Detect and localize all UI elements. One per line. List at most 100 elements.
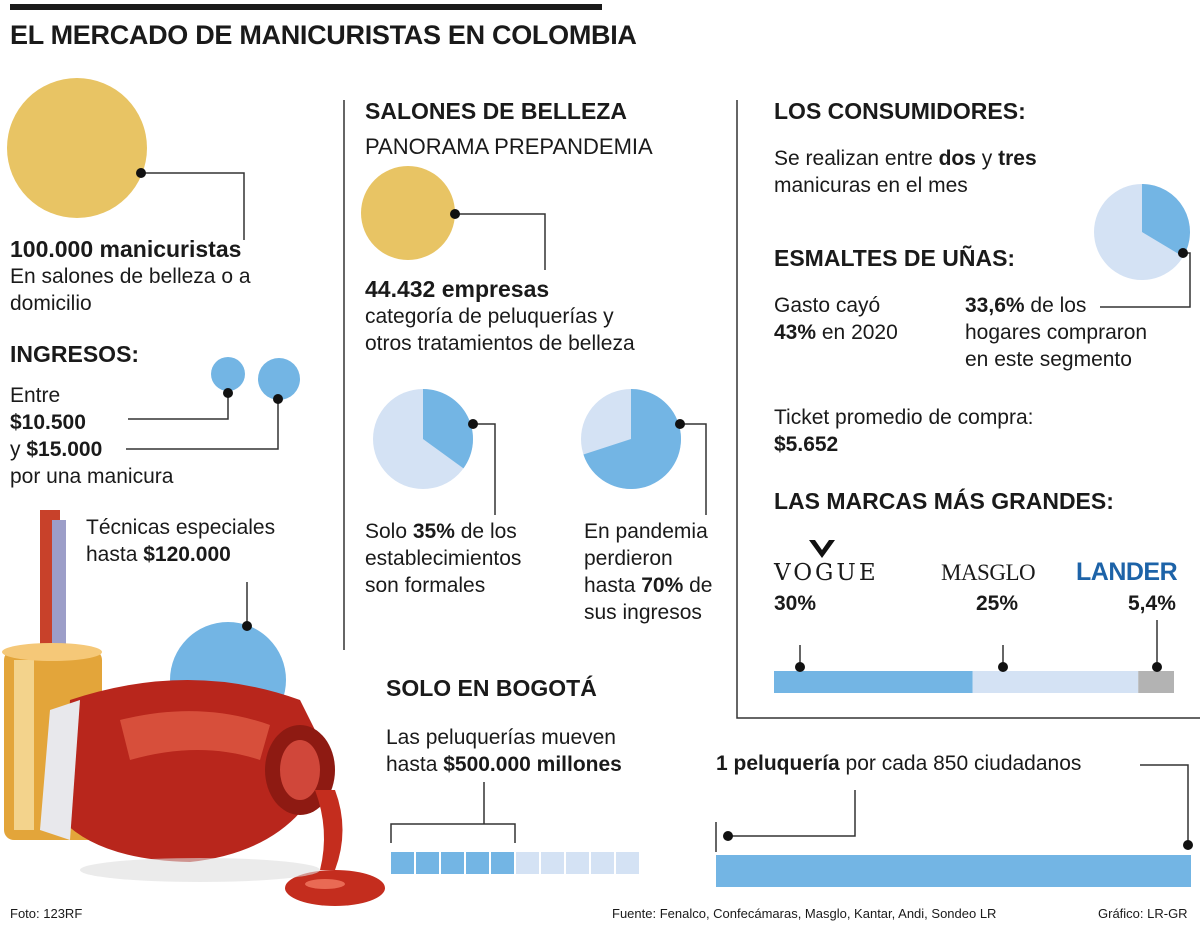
consumidores-mid: y xyxy=(981,147,993,170)
brand-dot-2 xyxy=(1152,662,1162,672)
empresas-dot xyxy=(450,209,460,219)
bogota-line2: hasta $500.000 millones xyxy=(386,751,622,778)
formales-connector xyxy=(473,423,496,515)
footer-photo: Foto: 123RF xyxy=(10,906,83,921)
tecnicas-prefix: hasta xyxy=(86,543,138,566)
empresas-circle xyxy=(361,166,455,260)
ingresos-block: Entre $10.500 y $15.000 por una manicura xyxy=(10,382,173,490)
ingresos-value1: $10.500 xyxy=(10,411,86,434)
consumidores-dot xyxy=(1178,248,1188,258)
tecnicas-line1: Técnicas especiales xyxy=(86,516,276,539)
pandemia-post: de xyxy=(689,574,713,597)
ingresos-circle-small xyxy=(211,357,245,391)
consumidores-b1: dos xyxy=(938,147,976,170)
bogota-box xyxy=(491,852,514,874)
vogue-logo xyxy=(774,538,869,565)
footer-source: Fuente: Fenalco, Confecámaras, Masglo, K… xyxy=(612,906,997,921)
gasto-suffix: en 2020 xyxy=(821,321,898,344)
ingresos-line3: por una manicura xyxy=(10,465,174,488)
peluqueria-block: 1 peluquería por cada 850 ciudadanos xyxy=(716,750,1081,777)
peluqueria-connector-left xyxy=(728,790,856,837)
hogares-pct: 33,6% xyxy=(965,294,1025,317)
empresas-number: 44.432 empresas xyxy=(365,276,550,302)
page-title: EL MERCADO DE MANICURISTAS EN COLOMBIA xyxy=(10,20,637,50)
gasto-line2: 43% en 2020 xyxy=(774,319,898,346)
pandemia-dot xyxy=(675,419,685,429)
formales-dot xyxy=(468,419,478,429)
bogota-box xyxy=(391,852,414,874)
marcas-heading: LAS MARCAS MÁS GRANDES: xyxy=(774,488,1114,514)
bogota-box xyxy=(591,852,614,874)
hogares-text1: de los xyxy=(1030,294,1087,317)
peluqueria-bold: 1 peluquería xyxy=(716,752,840,775)
ingresos-line1: Entre xyxy=(10,384,61,407)
hogares-line2: hogares compraron xyxy=(965,321,1148,344)
bogota-line1: Las peluquerías mueven xyxy=(386,726,616,749)
esmaltes-heading: ESMALTES DE UÑAS: xyxy=(774,245,1016,271)
pandemia-pct: 70% xyxy=(641,574,684,597)
ticket-block: Ticket promedio de compra: $5.652 xyxy=(774,404,1034,458)
peluqueria-text: por cada 850 ciudadanos xyxy=(845,752,1082,775)
empresas-text1: categoría de peluquerías y xyxy=(365,305,614,328)
manicuristas-block: 100.000 manicuristas En salones de belle… xyxy=(10,236,310,317)
formales-line3: son formales xyxy=(365,574,486,597)
footer-graphic: Gráfico: LR-GR xyxy=(1098,906,1188,921)
bogota-box xyxy=(466,852,489,874)
consumidores-line1: Se realizan entre dos y tres xyxy=(774,145,1037,172)
pandemia-block: En pandemia perdieron hasta 70% de sus i… xyxy=(584,518,712,626)
formales-pie xyxy=(373,389,473,489)
hogares-block: 33,6% de los hogares compraron en este s… xyxy=(965,292,1147,373)
manicuristas-circle xyxy=(7,78,147,218)
formales-pre: Solo xyxy=(365,520,408,543)
pandemia-pie-slice xyxy=(583,389,681,489)
hogares-line3: en este segmento xyxy=(965,348,1132,371)
brand-bar-segment-masglo xyxy=(972,671,1139,693)
brand-share-bar xyxy=(774,620,1174,693)
formales-line1: Solo 35% de los xyxy=(365,518,521,545)
bogota-connector xyxy=(390,823,516,843)
brand-name-lander: LANDER xyxy=(1076,558,1178,586)
formales-pie-slice xyxy=(423,389,473,469)
title-rule xyxy=(10,4,602,10)
consumidores-heading: LOS CONSUMIDORES: xyxy=(774,98,1026,124)
bogota-block: Las peluquerías mueven hasta $500.000 mi… xyxy=(386,724,622,778)
manicuristas-dot xyxy=(136,168,146,178)
nail-polish-illustration xyxy=(2,510,385,906)
tecnicas-line2: hasta $120.000 xyxy=(86,541,275,568)
consumidores-b2: tres xyxy=(998,147,1037,170)
ingresos-value2: $15.000 xyxy=(26,438,103,461)
peluqueria-bar xyxy=(716,855,1191,887)
formales-block: Solo 35% de los establecimientos son for… xyxy=(365,518,521,599)
formales-line2: establecimientos xyxy=(365,547,522,570)
brand-name-masglo: MASGLO xyxy=(941,560,1036,585)
gasto-line1: Gasto cayó xyxy=(774,294,881,317)
bogota-box xyxy=(541,852,564,874)
ingresos-dot-2 xyxy=(273,394,283,404)
bogota-heading: SOLO EN BOGOTÁ xyxy=(386,675,597,701)
formales-pct: 35% xyxy=(412,520,455,543)
salones-heading: SALONES DE BELLEZA xyxy=(365,98,627,124)
peluqueria-dot-left xyxy=(723,831,733,841)
manicuristas-text: En salones de belleza o a domicilio xyxy=(10,265,251,315)
empresas-text2: otros tratamientos de belleza xyxy=(365,332,635,355)
brand-pct-masglo: 25% xyxy=(976,592,1019,615)
consumidores-block: Se realizan entre dos y tres manicuras e… xyxy=(774,145,1037,199)
bogota-box xyxy=(566,852,589,874)
peluqueria-connector-right xyxy=(1140,764,1189,845)
pandemia-pie xyxy=(581,389,681,489)
ingresos-heading: INGRESOS: xyxy=(10,341,140,367)
ingresos-connector-2 xyxy=(126,399,279,450)
consumidores-line2: manicuras en el mes xyxy=(774,174,968,197)
bogota-box xyxy=(516,852,539,874)
tecnicas-block: Técnicas especiales hasta $120.000 xyxy=(86,514,275,568)
tecnicas-dot xyxy=(242,621,252,631)
tecnicas-value: $120.000 xyxy=(143,543,231,566)
empresas-block: 44.432 empresas categoría de peluquerías… xyxy=(365,276,635,357)
ingresos-dot-1 xyxy=(223,388,233,398)
bogota-value: $500.000 millones xyxy=(443,753,622,776)
pandemia-pre: hasta xyxy=(584,574,636,597)
brand-name-vogue: VOGUE xyxy=(774,560,879,586)
ingresos-circle-large xyxy=(258,358,300,400)
brand-pct-vogue: 30% xyxy=(774,592,817,615)
peluqueria-dot-right xyxy=(1183,840,1193,850)
